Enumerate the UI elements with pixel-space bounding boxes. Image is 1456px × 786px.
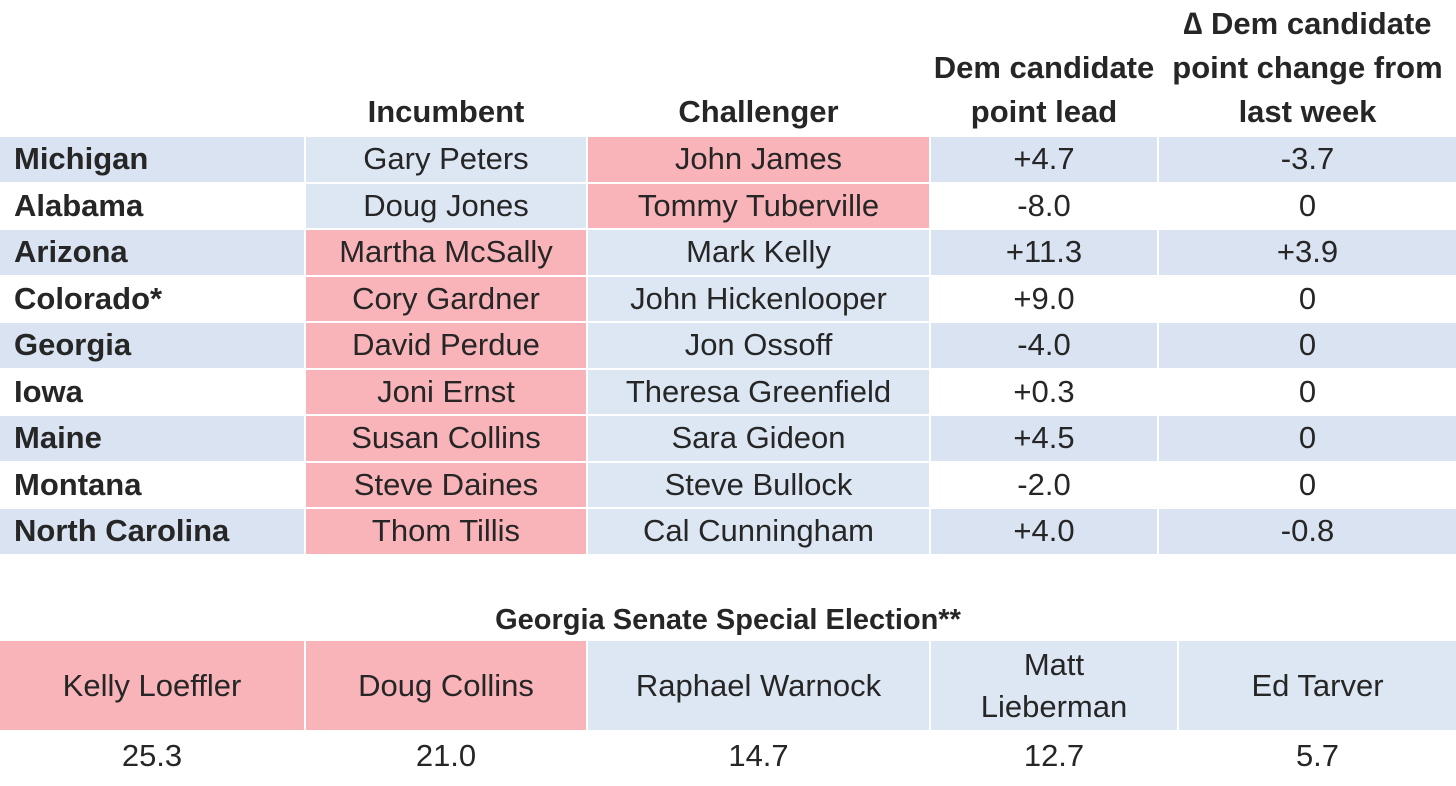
cell-change: 0 bbox=[1159, 183, 1456, 228]
cell-challenger: Steve Bullock bbox=[588, 462, 929, 507]
cell-challenger: Jon Ossoff bbox=[588, 323, 929, 368]
cell-lead: +4.7 bbox=[931, 137, 1157, 182]
cell-state: Arizona bbox=[0, 230, 304, 275]
special-candidate-name: Matt Lieberman bbox=[931, 641, 1177, 730]
cell-change: -0.8 bbox=[1159, 509, 1456, 554]
cell-change: 0 bbox=[1159, 462, 1456, 507]
cell-state: Montana bbox=[0, 462, 304, 507]
column-header-challenger: Challenger bbox=[678, 94, 839, 129]
special-candidate-value: 14.7 bbox=[728, 738, 789, 773]
cell-challenger: John James bbox=[588, 137, 929, 182]
cell-incumbent: Martha McSally bbox=[306, 230, 586, 275]
cell-change: +3.9 bbox=[1159, 230, 1456, 275]
cell-incumbent: Steve Daines bbox=[306, 462, 586, 507]
cell-state: Colorado* bbox=[0, 276, 304, 321]
cell-lead: +9.0 bbox=[931, 276, 1157, 321]
cell-incumbent: Joni Ernst bbox=[306, 369, 586, 414]
cell-lead: +11.3 bbox=[931, 230, 1157, 275]
special-candidate-name: Kelly Loeffler bbox=[0, 641, 304, 730]
cell-lead: -4.0 bbox=[931, 323, 1157, 368]
special-candidate-name: Doug Collins bbox=[306, 641, 586, 730]
cell-change: 0 bbox=[1159, 323, 1456, 368]
cell-change: -3.7 bbox=[1159, 137, 1456, 182]
cell-lead: +4.5 bbox=[931, 416, 1157, 461]
cell-incumbent: David Perdue bbox=[306, 323, 586, 368]
column-header-incumbent: Incumbent bbox=[367, 94, 525, 129]
cell-challenger: Theresa Greenfield bbox=[588, 369, 929, 414]
cell-incumbent: Cory Gardner bbox=[306, 276, 586, 321]
cell-challenger: John Hickenlooper bbox=[588, 276, 929, 321]
special-candidate-value: 21.0 bbox=[415, 738, 477, 773]
cell-lead: -2.0 bbox=[931, 462, 1157, 507]
special-election-title: Georgia Senate Special Election** bbox=[495, 603, 961, 636]
special-candidate-name: Ed Tarver bbox=[1179, 641, 1456, 730]
column-header-change: ∆ Dem candidate point change from last w… bbox=[1172, 6, 1443, 129]
column-header-lead: Dem candidate point lead bbox=[933, 50, 1155, 129]
cell-lead: -8.0 bbox=[931, 183, 1157, 228]
special-candidate-value: 12.7 bbox=[1023, 738, 1085, 773]
cell-challenger: Sara Gideon bbox=[588, 416, 929, 461]
cell-incumbent: Gary Peters bbox=[306, 137, 586, 182]
cell-challenger: Tommy Tuberville bbox=[588, 183, 929, 228]
cell-change: 0 bbox=[1159, 416, 1456, 461]
cell-state: Iowa bbox=[0, 369, 304, 414]
cell-state: North Carolina bbox=[0, 509, 304, 554]
cell-incumbent: Thom Tillis bbox=[306, 509, 586, 554]
cell-incumbent: Doug Jones bbox=[306, 183, 586, 228]
cell-state: Maine bbox=[0, 416, 304, 461]
cell-lead: +0.3 bbox=[931, 369, 1157, 414]
cell-state: Georgia bbox=[0, 323, 304, 368]
special-candidate-value: 5.7 bbox=[1295, 738, 1340, 773]
cell-change: 0 bbox=[1159, 369, 1456, 414]
cell-state: Michigan bbox=[0, 137, 304, 182]
cell-challenger: Mark Kelly bbox=[588, 230, 929, 275]
cell-state: Alabama bbox=[0, 183, 304, 228]
cell-lead: +4.0 bbox=[931, 509, 1157, 554]
special-candidate-name: Raphael Warnock bbox=[588, 641, 929, 730]
cell-change: 0 bbox=[1159, 276, 1456, 321]
cell-challenger: Cal Cunningham bbox=[588, 509, 929, 554]
special-candidate-value: 25.3 bbox=[121, 738, 183, 773]
cell-incumbent: Susan Collins bbox=[306, 416, 586, 461]
